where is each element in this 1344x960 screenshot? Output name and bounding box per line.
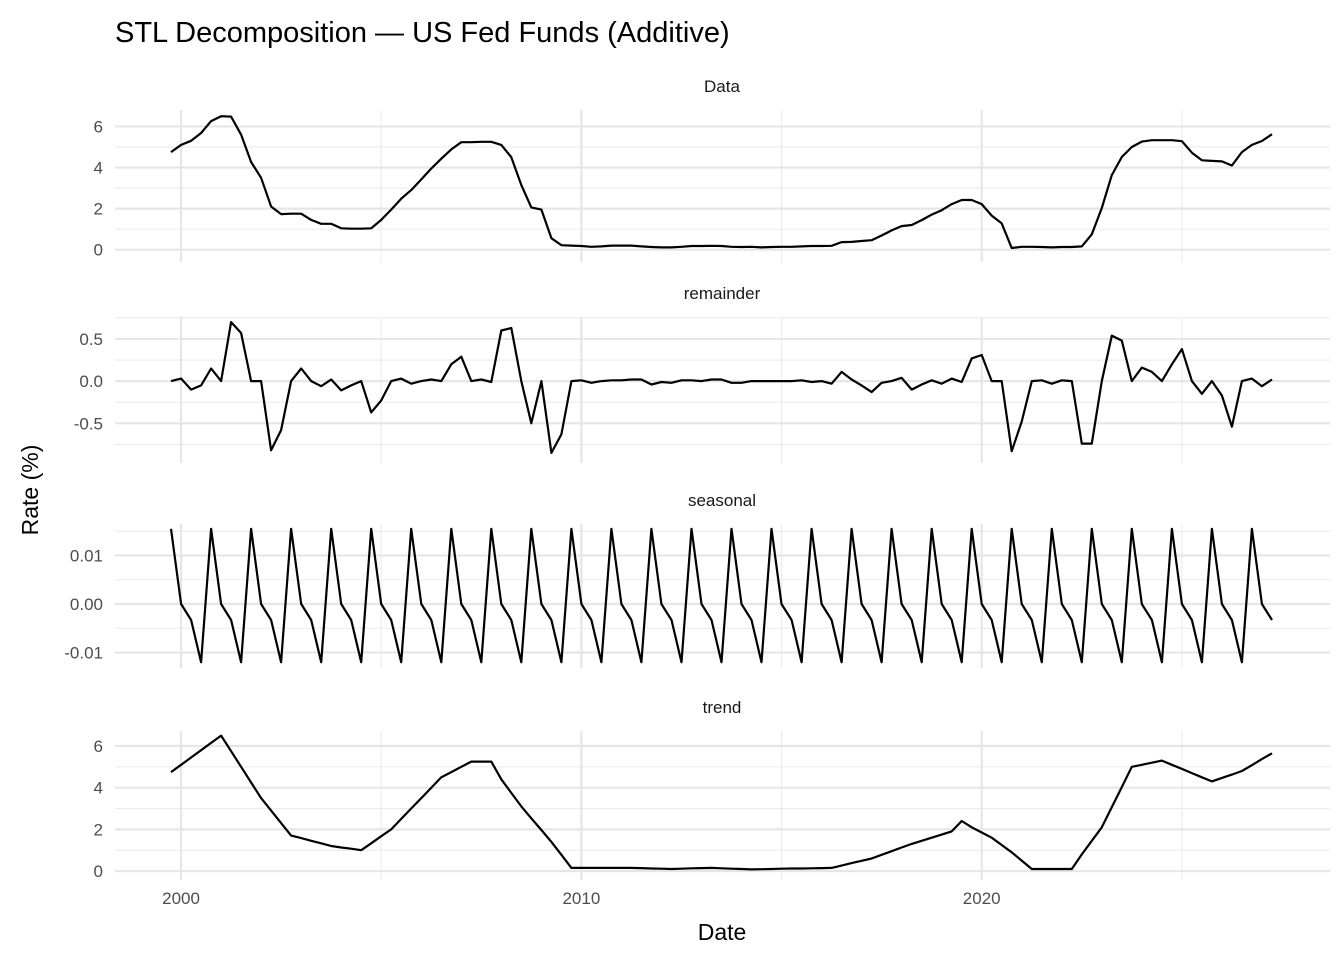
x-tick-label: 2020 xyxy=(963,889,1001,908)
y-tick-label: 0 xyxy=(94,241,103,260)
y-tick-label: 4 xyxy=(94,159,103,178)
y-tick-label: 0 xyxy=(94,862,103,881)
y-tick-label: -0.01 xyxy=(64,643,103,662)
panel-strip-label: Data xyxy=(704,77,740,96)
panel-data: Data 0 2 4 6 xyxy=(94,77,1330,262)
panel-seasonal: seasonal -0.01 0.00 0.01 xyxy=(64,491,1330,668)
x-axis-title: Date xyxy=(698,919,747,945)
panels: Data 0 2 4 6 remainder -0.5 0.0 0.5 seasonal -0.01… xyxy=(64,77,1330,881)
x-tick-labels: 2000 2010 2020 xyxy=(162,889,1000,908)
y-tick-label: 0.00 xyxy=(70,595,103,614)
series-line-data xyxy=(170,115,1273,250)
y-tick-label: 6 xyxy=(94,117,103,136)
series-line-trend xyxy=(170,734,1273,871)
y-tick-label: 0.0 xyxy=(79,372,103,391)
x-tick-label: 2000 xyxy=(162,889,200,908)
panel-strip-label: remainder xyxy=(684,284,761,303)
panel-remainder: remainder -0.5 0.0 0.5 xyxy=(74,284,1330,463)
y-tick-label: 2 xyxy=(94,820,103,839)
x-tick-label: 2010 xyxy=(562,889,600,908)
y-tick-label: 6 xyxy=(94,737,103,756)
y-tick-label: 4 xyxy=(94,779,103,798)
y-tick-label: 0.5 xyxy=(79,330,103,349)
panel-strip-label: seasonal xyxy=(688,491,756,510)
y-axis-title: Rate (%) xyxy=(17,445,43,536)
y-tick-label: 2 xyxy=(94,200,103,219)
panel-trend: trend 0 2 4 6 xyxy=(94,698,1330,881)
series-line-seasonal xyxy=(169,527,1273,664)
y-tick-label: -0.5 xyxy=(74,414,103,433)
chart-title: STL Decomposition — US Fed Funds (Additi… xyxy=(115,17,730,49)
panel-strip-label: trend xyxy=(703,698,742,717)
series-line-remainder xyxy=(170,321,1273,454)
y-tick-label: 0.01 xyxy=(70,547,103,566)
